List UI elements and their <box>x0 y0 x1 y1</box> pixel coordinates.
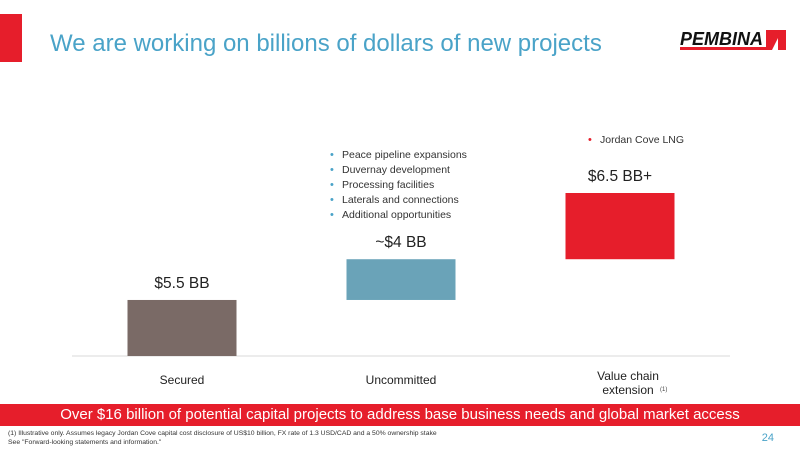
page-number: 24 <box>761 432 774 444</box>
bullet-text: Jordan Cove LNG <box>600 134 685 146</box>
bullet-dot: • <box>330 194 334 206</box>
bullet-text: Additional opportunities <box>342 209 452 221</box>
logo-wordmark: PEMBINA <box>680 29 763 49</box>
bullet-item: • Jordan Cove LNG <box>588 133 684 148</box>
bullet-item: • Processing facilities <box>330 178 467 193</box>
bar-uncommitted <box>346 259 456 300</box>
bullet-item: • Laterals and connections <box>330 193 467 208</box>
pembina-logo: PEMBINA <box>680 29 786 50</box>
category-label: Uncommitted <box>366 373 437 387</box>
bullet-item: • Duvernay development <box>330 163 467 178</box>
bullet-text: Duvernay development <box>342 164 450 176</box>
footnote: (1) Illustrative only. Assumes legacy Jo… <box>8 430 437 447</box>
footnote-line-2: See "Forward-looking statements and info… <box>8 438 162 446</box>
bullet-text: Peace pipeline expansions <box>342 149 467 161</box>
logo-mark <box>766 30 786 50</box>
bullet-dot: • <box>330 179 334 191</box>
value-chain-bullet-list: • Jordan Cove LNG <box>588 133 684 148</box>
summary-banner: Over $16 billion of potential capital pr… <box>0 404 800 426</box>
category-label: Secured <box>160 373 205 387</box>
value-label: $6.5 BB+ <box>588 168 652 185</box>
accent-tab <box>0 14 22 62</box>
bullet-dot: • <box>330 209 334 221</box>
logo-underline <box>680 47 772 50</box>
slide-title: We are working on billions of dollars of… <box>50 30 602 57</box>
bullet-dot: • <box>330 149 334 161</box>
value-label: $5.5 BB <box>154 275 209 292</box>
uncommitted-bullet-list: • Peace pipeline expansions • Duvernay deve… <box>330 148 467 223</box>
bullet-text: Laterals and connections <box>342 194 459 206</box>
value-label: ~$4 BB <box>375 234 426 251</box>
bullet-item: • Additional opportunities <box>330 208 467 223</box>
bullet-item: • Peace pipeline expansions <box>330 148 467 163</box>
bullet-text: Processing facilities <box>342 179 435 191</box>
bullet-dot: • <box>588 134 592 146</box>
bar-value-chain <box>565 193 675 260</box>
category-label: Value chain extension <box>597 369 659 397</box>
bullet-dot: • <box>330 164 334 176</box>
footnote-ref: (1) <box>660 387 667 393</box>
bar-secured <box>127 299 237 356</box>
footnote-line-1: (1) Illustrative only. Assumes legacy Jo… <box>8 430 437 437</box>
